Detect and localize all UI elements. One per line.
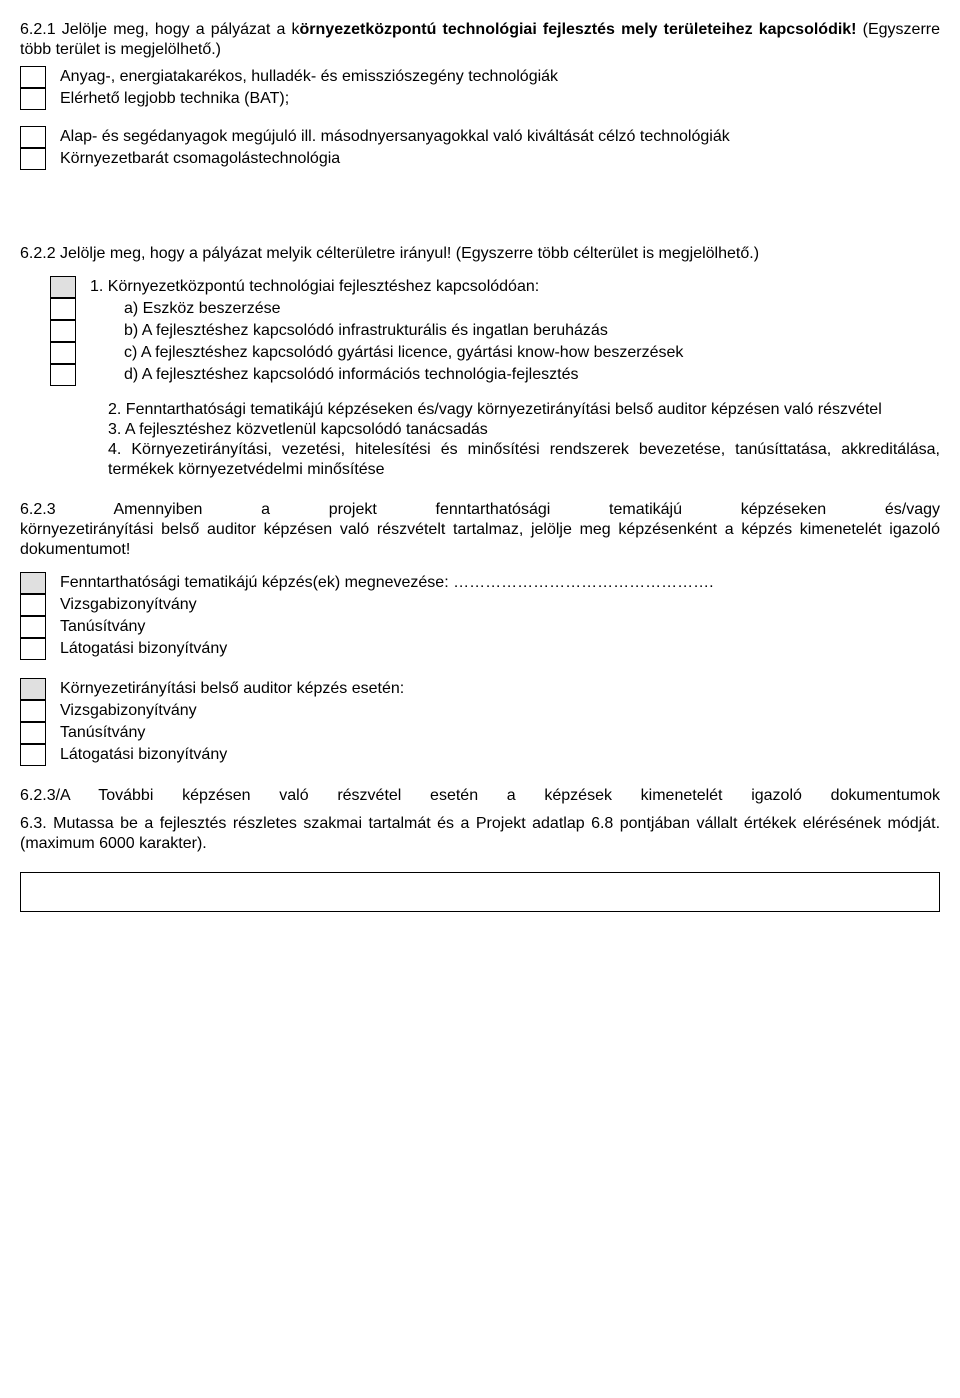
checkbox[interactable] <box>20 126 46 148</box>
section-621-heading: 6.2.1 Jelölje meg, hogy a pályázat a kör… <box>20 20 940 60</box>
checkbox-row: Alap- és segédanyagok megújuló ill. máso… <box>20 126 940 148</box>
checkbox-row: Tanúsítvány <box>20 722 940 744</box>
text-line: környezetirányítási belső auditor képzés… <box>20 520 940 560</box>
checkbox-label: b) A fejlesztéshez kapcsolódó infrastruk… <box>76 320 940 341</box>
section-622-heading: 6.2.2 Jelölje meg, hogy a pályázat melyi… <box>20 244 940 264</box>
text-bold: Mutassa be a fejlesztés részletes szakma… <box>53 815 935 832</box>
checkbox[interactable] <box>20 148 46 170</box>
checkbox-label: Környezetbarát csomagolástechnológia <box>46 148 940 169</box>
textarea-box[interactable] <box>20 872 940 912</box>
checkbox[interactable] <box>20 638 46 660</box>
checkbox-row: Vizsgabizonyítvány <box>20 700 940 722</box>
checkbox[interactable] <box>20 66 46 88</box>
checkbox-row: Látogatási bizonyítvány <box>20 744 940 766</box>
checkbox-label: Látogatási bizonyítvány <box>46 744 940 765</box>
text-plain: 6.3. <box>20 815 53 832</box>
checkbox[interactable] <box>50 276 76 298</box>
checkbox-label: Vizsgabizonyítvány <box>46 594 940 615</box>
checkbox-label: Anyag-, energiatakarékos, hulladék- és e… <box>46 66 940 87</box>
checkbox-row: 1. Környezetközpontú technológiai fejles… <box>50 276 940 298</box>
list-item: 4. Környezetirányítási, vezetési, hitele… <box>92 440 940 480</box>
checkbox-row: Vizsgabizonyítvány <box>20 594 940 616</box>
checkbox[interactable] <box>20 616 46 638</box>
checkbox-row: a) Eszköz beszerzése <box>50 298 940 320</box>
checkbox-row: Fenntarthatósági tematikájú képzés(ek) m… <box>20 572 940 594</box>
checkbox[interactable] <box>20 572 46 594</box>
group-header: Környezetirányítási belső auditor képzés… <box>46 678 940 699</box>
checkbox-label: c) A fejlesztéshez kapcsolódó gyártási l… <box>76 342 940 363</box>
checkbox-row: Anyag-, energiatakarékos, hulladék- és e… <box>20 66 940 88</box>
checkbox-label: Látogatási bizonyítvány <box>46 638 940 659</box>
checkbox-label: d) A fejlesztéshez kapcsolódó információ… <box>76 364 940 385</box>
section-623-heading: 6.2.3 Amennyiben a projekt fenntarthatós… <box>20 500 940 560</box>
checkbox-label: Alap- és segédanyagok megújuló ill. máso… <box>46 126 940 147</box>
checkbox[interactable] <box>50 298 76 320</box>
checkbox-label: a) Eszköz beszerzése <box>76 298 940 319</box>
checkbox[interactable] <box>20 700 46 722</box>
section-623a-text: 6.2.3/A További képzésen való részvétel … <box>20 786 940 806</box>
checkbox[interactable] <box>20 88 46 110</box>
checkbox[interactable] <box>50 320 76 342</box>
text-line: 6.2.3 Amennyiben a projekt fenntarthatós… <box>20 500 940 520</box>
checkbox-row: Látogatási bizonyítvány <box>20 638 940 660</box>
checkbox-row: b) A fejlesztéshez kapcsolódó infrastruk… <box>50 320 940 342</box>
checkbox-label: Tanúsítvány <box>46 722 940 743</box>
checkbox[interactable] <box>50 364 76 386</box>
checkbox[interactable] <box>20 594 46 616</box>
group-header: Fenntarthatósági tematikájú képzés(ek) m… <box>46 572 940 593</box>
checkbox-row: Tanúsítvány <box>20 616 940 638</box>
list-item: 2. Fenntarthatósági tematikájú képzéseke… <box>92 400 940 420</box>
list-item: 3. A fejlesztéshez közvetlenül kapcsolód… <box>92 420 940 440</box>
checkbox[interactable] <box>20 678 46 700</box>
checkbox[interactable] <box>50 342 76 364</box>
checkbox-label: 1. Környezetközpontú technológiai fejles… <box>76 276 940 297</box>
checkbox-row: Környezetirányítási belső auditor képzés… <box>20 678 940 700</box>
checkbox[interactable] <box>20 722 46 744</box>
checkbox-row: c) A fejlesztéshez kapcsolódó gyártási l… <box>50 342 940 364</box>
checkbox-row: Környezetbarát csomagolástechnológia <box>20 148 940 170</box>
text-plain: 6.2.1 Jelölje meg, hogy a pályázat a k <box>20 21 300 38</box>
text-bold: örnyezetközpontú technológiai fejlesztés… <box>300 21 857 38</box>
checkbox-row: Elérhető legjobb technika (BAT); <box>20 88 940 110</box>
checkbox-row: d) A fejlesztéshez kapcsolódó információ… <box>50 364 940 386</box>
section-63-heading: 6.3. Mutassa be a fejlesztés részletes s… <box>20 814 940 854</box>
checkbox[interactable] <box>20 744 46 766</box>
checkbox-label: Vizsgabizonyítvány <box>46 700 940 721</box>
checkbox-label: Tanúsítvány <box>46 616 940 637</box>
checkbox-label: Elérhető legjobb technika (BAT); <box>46 88 940 109</box>
